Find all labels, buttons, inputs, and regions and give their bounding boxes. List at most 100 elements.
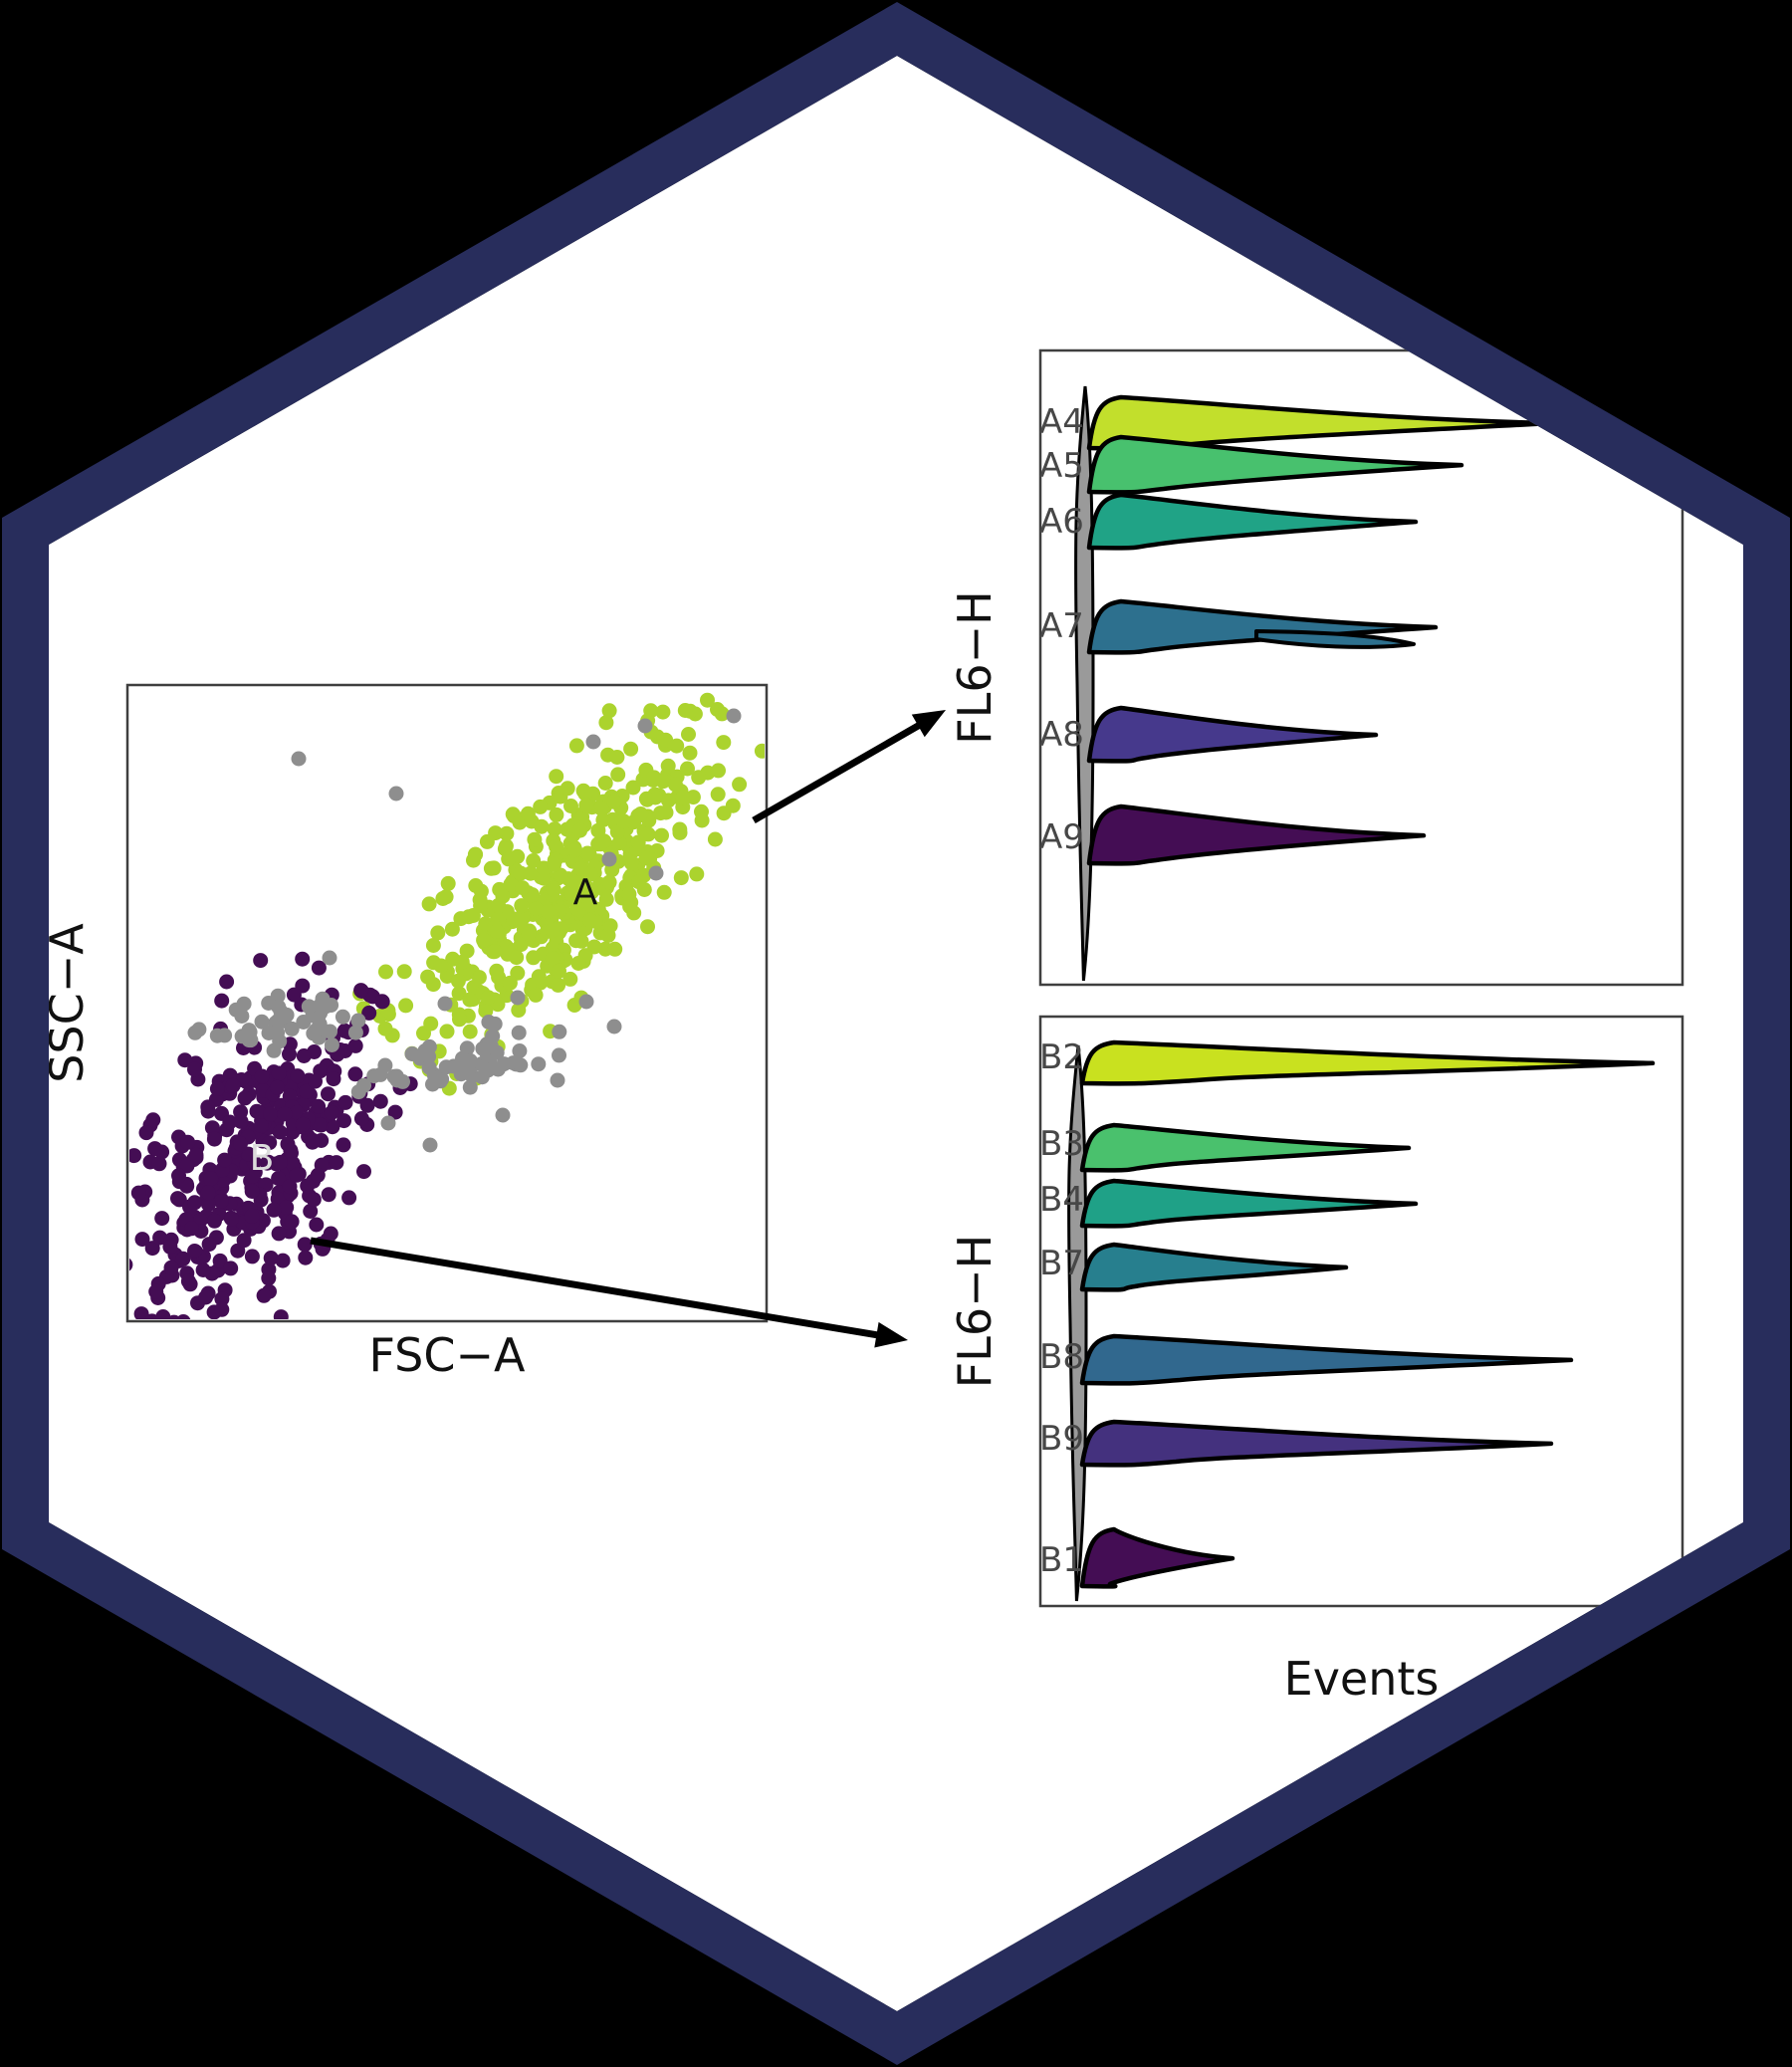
scatter-point xyxy=(387,1104,403,1120)
scatter-point xyxy=(454,954,470,970)
scatter-point xyxy=(236,1233,252,1249)
gate-A-to-top-panel-line xyxy=(752,719,926,824)
scatter-point xyxy=(270,1025,286,1040)
scatter-point xyxy=(610,767,626,783)
scatter-point xyxy=(611,835,627,851)
scatter-point xyxy=(590,822,606,838)
scatter-point xyxy=(305,1134,321,1150)
scatter-point xyxy=(478,1003,494,1019)
scatter-point-outlier xyxy=(437,996,453,1012)
scatter-point-outlier xyxy=(606,1019,622,1034)
scatter-point xyxy=(514,898,530,914)
scatter-point xyxy=(577,877,593,893)
scatter-point-outlier xyxy=(291,751,307,767)
scatter-point xyxy=(714,706,730,722)
scatter-point-outlier xyxy=(585,734,601,750)
scatter-point xyxy=(669,738,685,754)
scatter-point xyxy=(336,1023,352,1038)
scatter-point xyxy=(560,781,575,797)
scatter-point xyxy=(551,977,566,993)
scatter-point xyxy=(212,1253,228,1268)
scatter-point xyxy=(489,923,505,939)
density-ridge-a6 xyxy=(1086,492,1419,551)
density-ridge-b3 xyxy=(1079,1122,1412,1173)
scatter-point xyxy=(261,1154,277,1170)
scatter-point xyxy=(253,953,269,969)
scatter-point xyxy=(336,1113,351,1129)
scatter-point xyxy=(200,1197,216,1212)
scatter-point-outlier xyxy=(637,718,653,734)
scatter-point xyxy=(527,831,543,847)
y-axis-label-fl6-h-bottom: FL6−H xyxy=(948,1235,1002,1389)
scatter-point xyxy=(440,875,456,891)
scatter-point xyxy=(244,1184,260,1199)
scatter-point xyxy=(138,1125,154,1141)
scatter-point-outlier xyxy=(388,786,404,802)
scatter-point xyxy=(282,1046,297,1062)
scatter-point xyxy=(631,874,647,890)
scatter-point xyxy=(677,703,693,718)
scatter-point xyxy=(601,874,617,890)
scatter-points xyxy=(129,692,765,1319)
scatter-point xyxy=(512,1043,528,1058)
scatter-point xyxy=(673,870,689,886)
scatter-point xyxy=(523,865,539,881)
scatter-point xyxy=(700,692,715,708)
scatter-point xyxy=(526,853,542,868)
ridge-top-panel-border xyxy=(1038,348,1684,987)
gate-B-to-bottom-panel-line xyxy=(310,1237,883,1340)
scatter-point xyxy=(667,777,683,793)
scatter-point xyxy=(308,1073,323,1089)
scatter-point xyxy=(640,826,656,842)
scatter-point xyxy=(245,1168,261,1184)
scatter-point-outlier xyxy=(578,994,594,1010)
scatter-point xyxy=(309,1217,325,1233)
scatter-point xyxy=(209,1081,225,1096)
scatter-point xyxy=(378,964,393,980)
scatter-point xyxy=(253,1118,269,1134)
scatter-point xyxy=(336,1137,351,1153)
scatter-point xyxy=(568,738,584,754)
ridge-bottom-panel-border xyxy=(1038,1015,1684,1608)
scatter-point xyxy=(563,887,579,902)
scatter-point xyxy=(187,1244,202,1259)
scatter-point xyxy=(188,1147,204,1163)
scatter-point xyxy=(421,1038,437,1054)
gate-arrows xyxy=(310,710,946,1348)
scatter-point xyxy=(707,831,723,847)
scatter-point xyxy=(476,932,492,948)
scatter-point xyxy=(680,761,695,777)
scatter-point xyxy=(656,884,672,900)
scatter-point xyxy=(694,812,710,828)
scatter-point xyxy=(251,1104,267,1120)
scatter-point xyxy=(655,704,671,720)
scatter-point xyxy=(710,787,726,803)
scatter-point xyxy=(462,1079,478,1095)
scatter-point xyxy=(214,993,230,1009)
scatter-point xyxy=(374,994,390,1010)
scatter-point xyxy=(356,1164,371,1180)
ridge-label-b9: B9 xyxy=(1039,1419,1084,1459)
scatter-point-outlier xyxy=(601,851,617,867)
scatter-point xyxy=(256,1287,272,1303)
scatter-point-outlier xyxy=(550,1072,565,1088)
scatter-point xyxy=(179,1158,195,1174)
y-axis-label-ssc-a: SSC−A xyxy=(40,923,94,1083)
scatter-point xyxy=(439,1024,455,1039)
scatter-point xyxy=(254,1014,270,1030)
scatter-point xyxy=(531,1056,547,1072)
scatter-point xyxy=(513,1057,529,1073)
scatter-point xyxy=(377,1021,393,1036)
scatter-point xyxy=(609,824,625,840)
scatter-point xyxy=(593,801,609,816)
scatter-point xyxy=(625,780,641,796)
scatter-point xyxy=(329,1155,344,1171)
scatter-point xyxy=(461,1056,477,1071)
scatter-point xyxy=(638,791,654,806)
scatter-point-outlier xyxy=(510,990,526,1006)
scatter-point xyxy=(285,1155,301,1171)
scatter-point xyxy=(144,1241,160,1257)
scatter-point xyxy=(324,1105,339,1120)
scatter-point xyxy=(271,1226,287,1242)
scatter-point xyxy=(337,1094,353,1110)
